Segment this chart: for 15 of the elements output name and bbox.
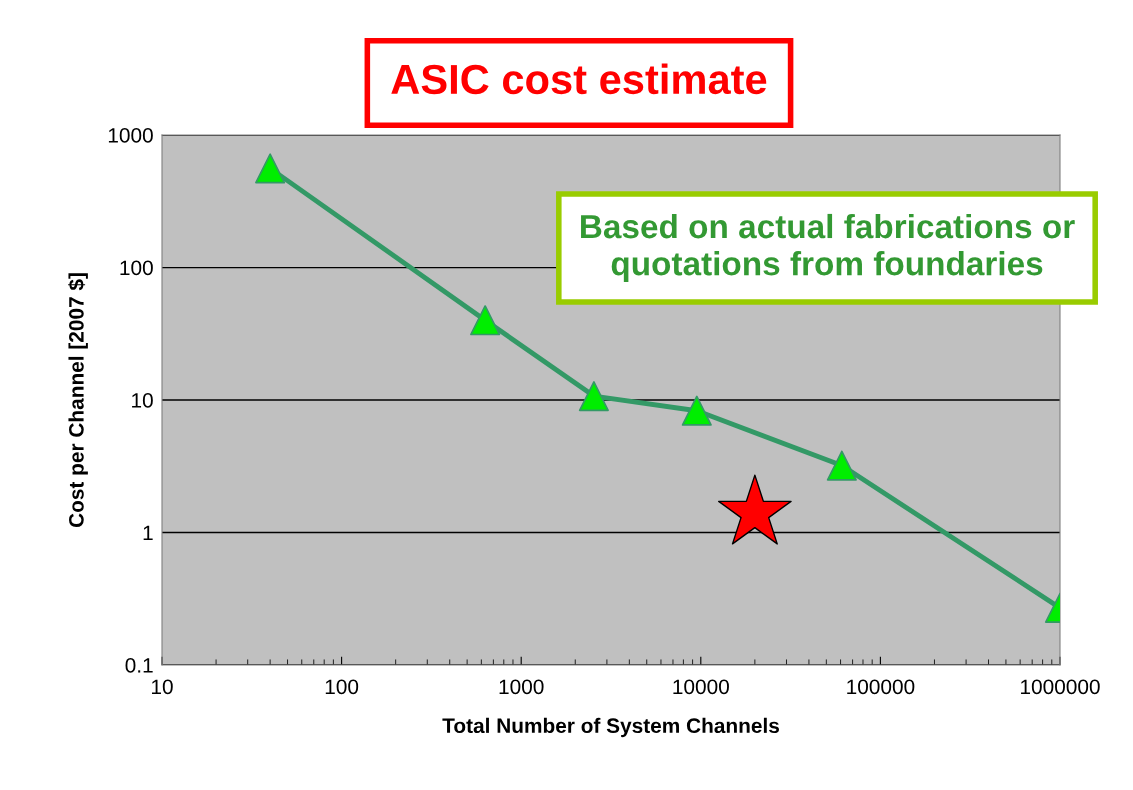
y-tick-label: 1	[143, 525, 153, 541]
x-axis-title: Total Number of System Channels	[442, 717, 779, 738]
y-tick-label: 0.1	[125, 658, 153, 673]
y-tick-label: 10	[132, 393, 153, 408]
x-tick-label: 1000000	[1021, 679, 1100, 695]
x-tick-label: 1000	[499, 679, 544, 695]
y-tick-label: 1000	[108, 128, 153, 143]
annotation: Based on actual fabrications or quotations from foundaries	[581, 213, 1075, 283]
x-tick-label: 10	[152, 679, 173, 695]
x-tick-label: 100	[325, 679, 359, 695]
y-tick-label: 100	[120, 260, 153, 276]
chart-title: ASIC cost estimate	[391, 63, 767, 95]
x-tick-label: 100000	[847, 679, 915, 695]
x-tick-label: 10000	[673, 679, 729, 695]
y-axis-title: Cost per Channel [2007 $]	[68, 273, 88, 528]
